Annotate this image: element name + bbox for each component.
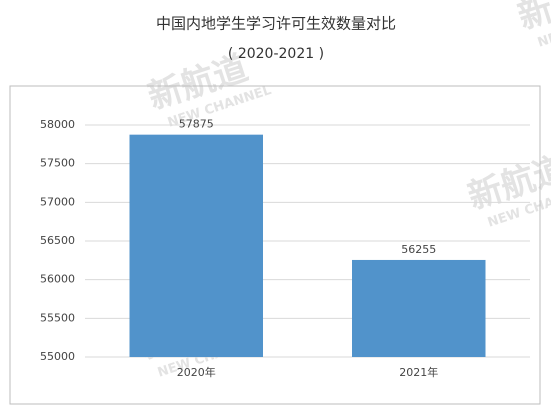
data-label: 56255 (401, 243, 436, 256)
y-tick-label: 58000 (40, 118, 75, 131)
x-tick-label: 2021年 (399, 365, 438, 379)
y-tick-label: 57500 (40, 157, 75, 170)
y-tick-label: 55500 (40, 311, 75, 324)
y-tick-label: 56000 (40, 273, 75, 286)
x-tick-label: 2020年 (177, 365, 216, 379)
bar (129, 134, 263, 357)
y-tick-label: 57000 (40, 195, 75, 208)
chart-title: 中国内地学生学习许可生效数量对比 (156, 15, 396, 33)
bar (352, 259, 486, 357)
chart-subtitle: ( 2020-2021 ) (228, 46, 324, 62)
data-label: 57875 (179, 118, 214, 131)
plot-frame (9, 85, 541, 405)
y-tick-label: 55000 (40, 350, 75, 363)
watermark: 新航道 (513, 0, 551, 38)
y-tick-label: 56500 (40, 234, 75, 247)
